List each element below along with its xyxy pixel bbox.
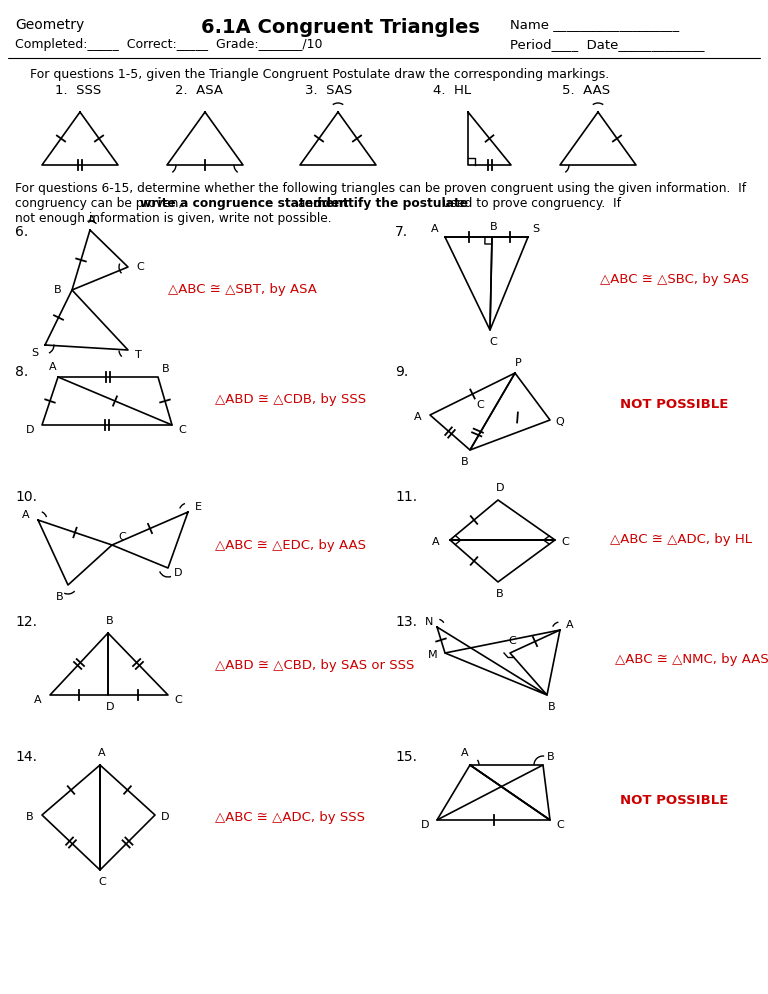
Text: B: B: [55, 285, 61, 295]
Text: D: D: [496, 483, 505, 493]
Text: 6.: 6.: [15, 225, 28, 239]
Text: 13.: 13.: [395, 615, 417, 629]
Text: 6.1A Congruent Triangles: 6.1A Congruent Triangles: [200, 18, 479, 37]
Text: A: A: [22, 510, 30, 520]
Text: For questions 1-5, given the Triangle Congruent Postulate draw the corresponding: For questions 1-5, given the Triangle Co…: [30, 68, 609, 81]
Text: NOT POSSIBLE: NOT POSSIBLE: [620, 399, 728, 412]
Text: A: A: [88, 215, 96, 225]
Text: A: A: [98, 748, 106, 758]
Text: △ABC ≅ △ADC, by HL: △ABC ≅ △ADC, by HL: [610, 534, 752, 547]
Text: △ABD ≅ △CDB, by SSS: △ABD ≅ △CDB, by SSS: [215, 394, 366, 407]
Text: 1.  SSS: 1. SSS: [55, 84, 101, 97]
Text: D: D: [106, 702, 114, 712]
Text: 15.: 15.: [395, 750, 417, 764]
Text: 2.  ASA: 2. ASA: [175, 84, 223, 97]
Text: 14.: 14.: [15, 750, 37, 764]
Text: B: B: [26, 812, 34, 822]
Text: 10.: 10.: [15, 490, 37, 504]
Text: M: M: [429, 650, 438, 660]
Text: △ABD ≅ △CBD, by SAS or SSS: △ABD ≅ △CBD, by SAS or SSS: [215, 658, 415, 672]
Text: C: C: [98, 877, 106, 887]
Text: △ABC ≅ △ADC, by SSS: △ABC ≅ △ADC, by SSS: [215, 811, 365, 824]
Text: △ABC ≅ △EDC, by AAS: △ABC ≅ △EDC, by AAS: [215, 539, 366, 552]
Text: C: C: [476, 400, 484, 410]
Text: B: B: [56, 592, 64, 602]
Text: C: C: [174, 695, 182, 705]
Text: Completed:_____  Correct:_____  Grade:_______/10: Completed:_____ Correct:_____ Grade:____…: [15, 38, 323, 51]
Text: B: B: [496, 589, 504, 599]
Text: not enough information is given, write not possible.: not enough information is given, write n…: [15, 212, 332, 225]
Text: used to prove congruency.  If: used to prove congruency. If: [439, 197, 621, 210]
Text: 9.: 9.: [395, 365, 409, 379]
Text: C: C: [136, 262, 144, 272]
Text: 5.  AAS: 5. AAS: [562, 84, 610, 97]
Text: D: D: [174, 568, 182, 578]
Text: 11.: 11.: [395, 490, 417, 504]
Text: 7.: 7.: [395, 225, 408, 239]
Text: P: P: [515, 358, 521, 368]
Text: C: C: [561, 537, 569, 547]
Text: B: B: [162, 364, 170, 374]
Text: C: C: [178, 425, 186, 435]
Text: identify the postulate: identify the postulate: [318, 197, 468, 210]
Text: 8.: 8.: [15, 365, 28, 379]
Text: A: A: [432, 537, 440, 547]
Text: A: A: [462, 748, 468, 758]
Text: A: A: [35, 695, 41, 705]
Text: B: B: [462, 457, 468, 467]
Text: congruency can be proven,: congruency can be proven,: [15, 197, 186, 210]
Text: B: B: [106, 616, 114, 626]
Text: and: and: [294, 197, 325, 210]
Text: NOT POSSIBLE: NOT POSSIBLE: [620, 793, 728, 806]
Text: Q: Q: [555, 417, 564, 427]
Text: write a congruence statement: write a congruence statement: [140, 197, 349, 210]
Text: S: S: [31, 348, 38, 358]
Text: A: A: [566, 620, 574, 630]
Text: Period____  Date_____________: Period____ Date_____________: [510, 38, 704, 51]
Text: A: A: [49, 362, 57, 372]
Text: E: E: [194, 502, 201, 512]
Text: C: C: [556, 820, 564, 830]
Text: 12.: 12.: [15, 615, 37, 629]
Text: D: D: [161, 812, 169, 822]
Text: D: D: [26, 425, 35, 435]
Text: Name ___________________: Name ___________________: [510, 18, 679, 31]
Text: A: A: [414, 412, 422, 422]
Text: △ABC ≅ △NMC, by AAS: △ABC ≅ △NMC, by AAS: [615, 653, 768, 667]
Text: B: B: [547, 752, 554, 762]
Text: 3.  SAS: 3. SAS: [305, 84, 353, 97]
Text: B: B: [548, 702, 556, 712]
Text: A: A: [431, 224, 439, 234]
Text: N: N: [425, 617, 433, 627]
Text: C: C: [489, 337, 497, 347]
Text: Geometry: Geometry: [15, 18, 84, 32]
Text: C: C: [118, 532, 126, 542]
Text: C: C: [508, 636, 516, 646]
Text: S: S: [532, 224, 540, 234]
Text: B: B: [490, 222, 498, 232]
Text: For questions 6-15, determine whether the following triangles can be proven cong: For questions 6-15, determine whether th…: [15, 182, 746, 195]
Text: D: D: [421, 820, 429, 830]
Text: T: T: [134, 350, 141, 360]
Text: 4.  HL: 4. HL: [433, 84, 471, 97]
Text: △ABC ≅ △SBC, by SAS: △ABC ≅ △SBC, by SAS: [600, 273, 749, 286]
Text: △ABC ≅ △SBT, by ASA: △ABC ≅ △SBT, by ASA: [168, 283, 317, 296]
